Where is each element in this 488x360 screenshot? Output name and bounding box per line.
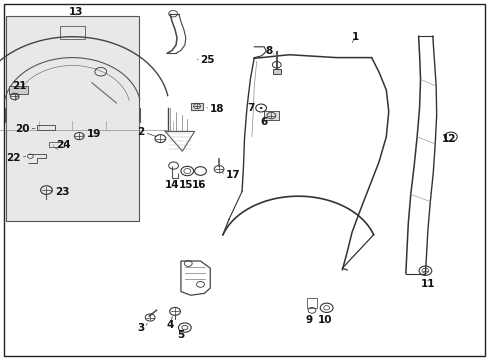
Bar [272,69,280,74]
Circle shape [259,107,262,109]
Text: 19: 19 [87,129,101,139]
Text: 15: 15 [178,180,193,190]
Text: 2: 2 [137,127,144,138]
Text: 17: 17 [225,170,240,180]
Text: 22: 22 [6,153,21,163]
Text: 11: 11 [420,279,434,289]
Text: 24: 24 [56,140,71,150]
Bar [60,26,84,39]
Text: 8: 8 [265,46,272,56]
Text: 9: 9 [305,315,312,325]
Text: 6: 6 [260,117,267,127]
Bar [263,111,279,120]
Text: 5: 5 [177,330,184,340]
Text: 10: 10 [317,315,332,325]
Text: 16: 16 [192,180,206,190]
Text: 3: 3 [137,323,144,333]
Bar [37,125,55,130]
Text: 13: 13 [68,6,83,17]
Text: 20: 20 [15,123,29,134]
Text: 14: 14 [164,180,179,190]
Text: 7: 7 [246,103,254,113]
Text: 21: 21 [12,81,26,91]
Bar [49,142,63,147]
Text: 1: 1 [351,32,358,42]
Text: 4: 4 [166,320,174,330]
Bar [6,16,139,221]
Bar [9,86,28,94]
Text: 25: 25 [200,55,215,66]
Text: 12: 12 [441,134,455,144]
Bar [306,298,316,308]
FancyBboxPatch shape [190,103,203,110]
Text: 18: 18 [210,104,224,114]
Text: 23: 23 [55,187,69,197]
